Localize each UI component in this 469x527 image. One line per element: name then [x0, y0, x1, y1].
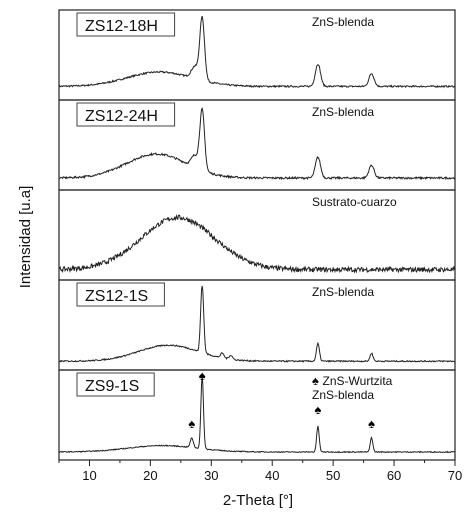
panel-frame [58, 369, 456, 461]
panel-2: ZS12-24H ZnS-blenda [58, 99, 456, 191]
sample-label-box [76, 372, 155, 397]
wurtzite-legend-label: ZnS-Wurtzita [323, 374, 393, 388]
x-tick-label: 10 [82, 468, 96, 483]
sample-label-box [76, 102, 176, 127]
sample-label: ZS12-1S [85, 288, 148, 305]
sample-label: ZS9-1S [85, 378, 139, 395]
xrd-trace [58, 15, 456, 89]
panel-4: ZS12-1S ZnS-blenda [58, 279, 456, 371]
panels-layer: ZS12-18H ZnS-blenda ZS12-24H ZnS-blenda Sust… [58, 9, 456, 461]
phase-annotation: Sustrato-cuarzo [312, 195, 397, 209]
x-axis-title: 2-Theta [°] [223, 492, 293, 509]
xrd-trace [58, 107, 456, 181]
sample-label: ZS12-24H [85, 108, 158, 125]
sample-label-box [76, 12, 176, 37]
panel-3: Sustrato-cuarzo [58, 189, 456, 281]
x-tick-label: 30 [204, 468, 218, 483]
wurtzite-peak-marker: ♠ [314, 402, 321, 417]
y-axis-title: Intensidad [u.a] [17, 186, 34, 289]
wurtzite-legend: ♠ ZnS-Wurtzita [312, 373, 393, 388]
xrd-trace [58, 213, 456, 274]
x-axis: 10 20 30 40 50 60 70 [58, 460, 462, 483]
xrd-trace [58, 285, 456, 363]
sample-label-box [76, 282, 165, 307]
x-tick-label: 20 [143, 468, 157, 483]
wurtzite-peak-marker: ♠ [368, 416, 375, 431]
x-tick-label: 70 [448, 468, 462, 483]
wurtzite-peak-marker: ♠ [199, 368, 206, 383]
panel-1: ZS12-18H ZnS-blenda [58, 9, 456, 101]
phase-annotation: ZnS-blenda [312, 15, 374, 29]
xrd-trace [58, 376, 456, 454]
phase-annotation: ZnS-blenda [312, 388, 374, 402]
phase-annotation: ZnS-blenda [312, 285, 374, 299]
wurtzite-peak-marker: ♠ [188, 416, 195, 431]
sample-label: ZS12-18H [85, 18, 158, 35]
x-tick-label: 40 [265, 468, 279, 483]
spade-icon: ♠ [312, 373, 323, 388]
x-tick-label: 50 [326, 468, 340, 483]
phase-annotation: ZnS-blenda [312, 105, 374, 119]
x-tick-label: 60 [387, 468, 401, 483]
